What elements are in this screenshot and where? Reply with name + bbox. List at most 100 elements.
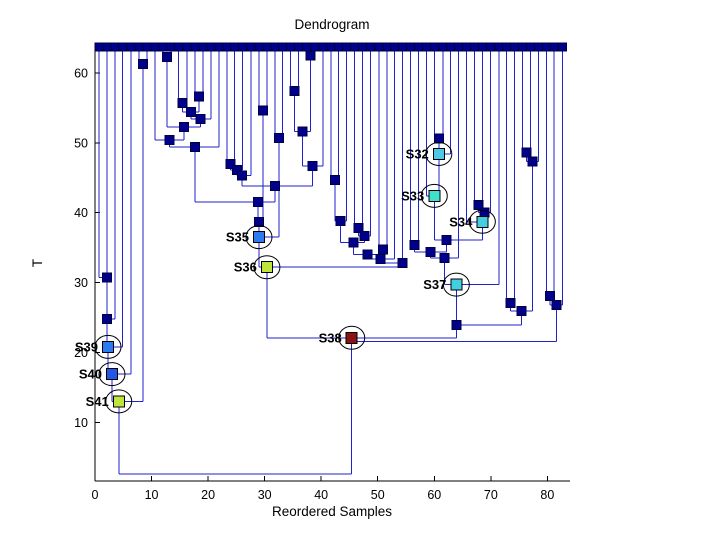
leaf-marker [262,42,272,52]
dendrogram-lines [98,47,564,475]
leaf-marker [438,42,448,52]
leaf-marker [286,42,296,52]
leaf-marker [510,42,520,52]
leaf-marker [294,42,304,52]
leaf-marker [230,42,240,52]
x-tick-label: 80 [540,488,554,502]
cluster-node-marker [105,368,118,381]
cluster-node-marker [450,278,463,291]
dendrogram-markers [94,42,568,408]
chart-title: Dendrogram [294,17,369,32]
leaf-marker [126,42,136,52]
cluster-label: S39 [75,339,98,354]
merge-marker [161,51,172,62]
leaf-marker [390,42,400,52]
x-tick-label: 60 [427,488,441,502]
cluster-label: S38 [319,330,342,345]
merge-marker [252,197,263,208]
leaf-marker [477,42,487,52]
leaf-marker [533,42,543,52]
leaf-marker [246,42,256,52]
merge-marker [359,230,370,241]
cluster-circle [253,255,281,280]
y-tick-label: 50 [74,136,88,150]
leaf-marker [398,42,408,52]
merge-marker [237,170,248,181]
x-tick-label: 70 [484,488,498,502]
merge-marker [177,97,188,108]
x-tick-label: 40 [314,488,328,502]
merge-marker [257,105,268,116]
merge-marker [269,181,280,192]
merge-marker [164,135,175,146]
leaf-marker [429,42,439,52]
leaf-marker [485,42,495,52]
merge-marker [409,239,420,250]
cluster-circle [468,209,496,234]
merge-marker [190,142,201,153]
leaf-marker [518,42,527,52]
y-axis-label: T [30,259,45,267]
leaf-marker [118,42,128,52]
merge-marker [433,133,444,144]
leaf-marker [413,42,423,52]
cluster-circle [98,362,126,387]
x-axis-label: Reordered Samples [272,504,392,519]
cluster-circle [105,389,133,414]
leaf-marker [301,42,311,52]
tick-labels: 0 10 20 30 40 50 60 70 80 10 20 30 40 50 60 [74,66,554,502]
merge-marker [101,272,112,283]
cluster-annotations: S35 S36 S32 S33 S34 S37 S38 S39 S40 S41 [75,142,496,414]
leaf-marker [446,42,456,52]
cluster-circle [420,183,448,208]
cluster-node-marker [345,331,358,344]
leaf-marker [334,42,344,52]
leaf-marker [166,42,176,52]
cluster-node-marker [432,148,445,160]
leaf-marker [158,42,168,52]
cluster-label: S34 [449,214,473,229]
leaf-marker [238,42,248,52]
leaf-marker [278,42,288,52]
x-tick-label: 20 [201,488,215,502]
leaf-marker [190,42,200,52]
merge-marker [516,306,527,317]
merge-marker [329,174,340,185]
merge-marker [425,246,436,257]
merge-marker [397,258,408,268]
cluster-node-marker [260,261,273,274]
leaf-marker [549,42,559,52]
cluster-node-marker [428,189,441,202]
cluster-node-marker [112,395,125,408]
x-tick-label: 30 [258,488,272,502]
merge-marker [441,234,452,245]
leaf-marker [406,42,416,52]
merge-marker [439,253,450,264]
leaf-marker [558,42,568,52]
leaf-marker [206,42,216,52]
merge-marker [186,107,197,118]
cluster-circle [442,272,470,297]
merge-marker [195,114,206,125]
merge-marker [375,253,386,264]
merge-marker [377,244,388,255]
leaf-marker [525,42,535,52]
merge-marker [101,313,112,324]
leaf-marker [494,42,504,52]
cluster-label: S33 [401,188,424,203]
leaf-marker [310,42,320,52]
cluster-node-marker [252,231,265,244]
merge-marker [289,86,300,97]
y-tick-label: 30 [74,276,88,290]
leaf-marker [182,42,192,52]
merge-marker [138,58,149,69]
leaf-marker [102,42,112,52]
y-tick-label: 20 [74,346,88,360]
leaf-marker [110,42,120,52]
cluster-node-marker [102,340,115,353]
y-tick-label: 10 [74,416,88,430]
merge-marker [551,299,562,310]
leaf-marker [541,42,551,52]
